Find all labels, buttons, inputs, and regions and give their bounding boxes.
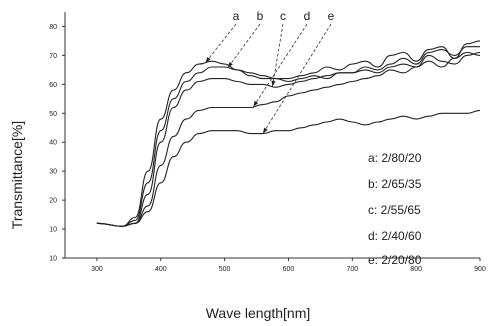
x-axis-title: Wave length[nm] <box>206 305 311 321</box>
legend-entry-d: d: 2/40/60 <box>368 229 422 243</box>
axes <box>64 12 480 259</box>
arrow-head <box>253 100 259 107</box>
y-tick-label: 70 <box>49 53 57 60</box>
x-tick-label: 800 <box>410 266 422 273</box>
legend-entry-c: c: 2/55/65 <box>368 203 421 217</box>
curve-label-arrow <box>227 23 261 68</box>
legend-entry-a: a: 2/80/20 <box>368 151 422 165</box>
curve-label-arrows <box>205 23 332 134</box>
legend-entry-b: b: 2/65/35 <box>368 177 422 191</box>
y-tick-label: 60 <box>49 82 57 89</box>
x-tick-label: 300 <box>91 266 103 273</box>
curve-label-arrow <box>253 23 308 107</box>
curve-label-arrow <box>262 23 332 134</box>
curve-label-c: c <box>280 9 286 23</box>
series-line-d <box>96 51 481 227</box>
x-tick-label: 600 <box>283 266 295 273</box>
series-lines <box>96 40 481 227</box>
arrow-head <box>262 127 268 134</box>
x-ticks: 300 400 500 600 700 800 900 <box>91 258 486 273</box>
y-tick-label: 50 <box>49 111 57 118</box>
curve-label-arrow <box>205 23 237 63</box>
x-tick-label: 500 <box>219 266 231 273</box>
arrow-head <box>205 56 211 63</box>
curve-label-b: b <box>257 9 264 23</box>
curve-label-arrow <box>272 23 284 87</box>
y-axis-title: Transmittance[%] <box>9 121 25 229</box>
y-tick-label: 10 <box>49 227 57 234</box>
curve-label-a: a <box>233 9 240 23</box>
y-tick-label: 80 <box>49 24 57 31</box>
legend-entry-e: e: 2/20/80 <box>368 253 422 267</box>
curve-label-d: d <box>304 9 311 23</box>
x-tick-label: 900 <box>474 266 486 273</box>
x-tick-label: 400 <box>155 266 167 273</box>
curve-label-e: e <box>328 9 335 23</box>
arrow-head <box>227 61 233 68</box>
arrow-head <box>271 80 276 87</box>
series-line-b <box>96 40 481 227</box>
y-tick-label: 10 <box>49 256 57 263</box>
y-tick-label: 20 <box>49 198 57 205</box>
y-tick-label: 30 <box>49 169 57 176</box>
series-line-e <box>96 109 481 227</box>
series-line-c <box>96 46 480 227</box>
x-tick-label: 700 <box>346 266 358 273</box>
y-ticks: 10 10 20 30 40 50 60 70 80 <box>49 24 65 263</box>
y-tick-label: 40 <box>49 140 57 147</box>
